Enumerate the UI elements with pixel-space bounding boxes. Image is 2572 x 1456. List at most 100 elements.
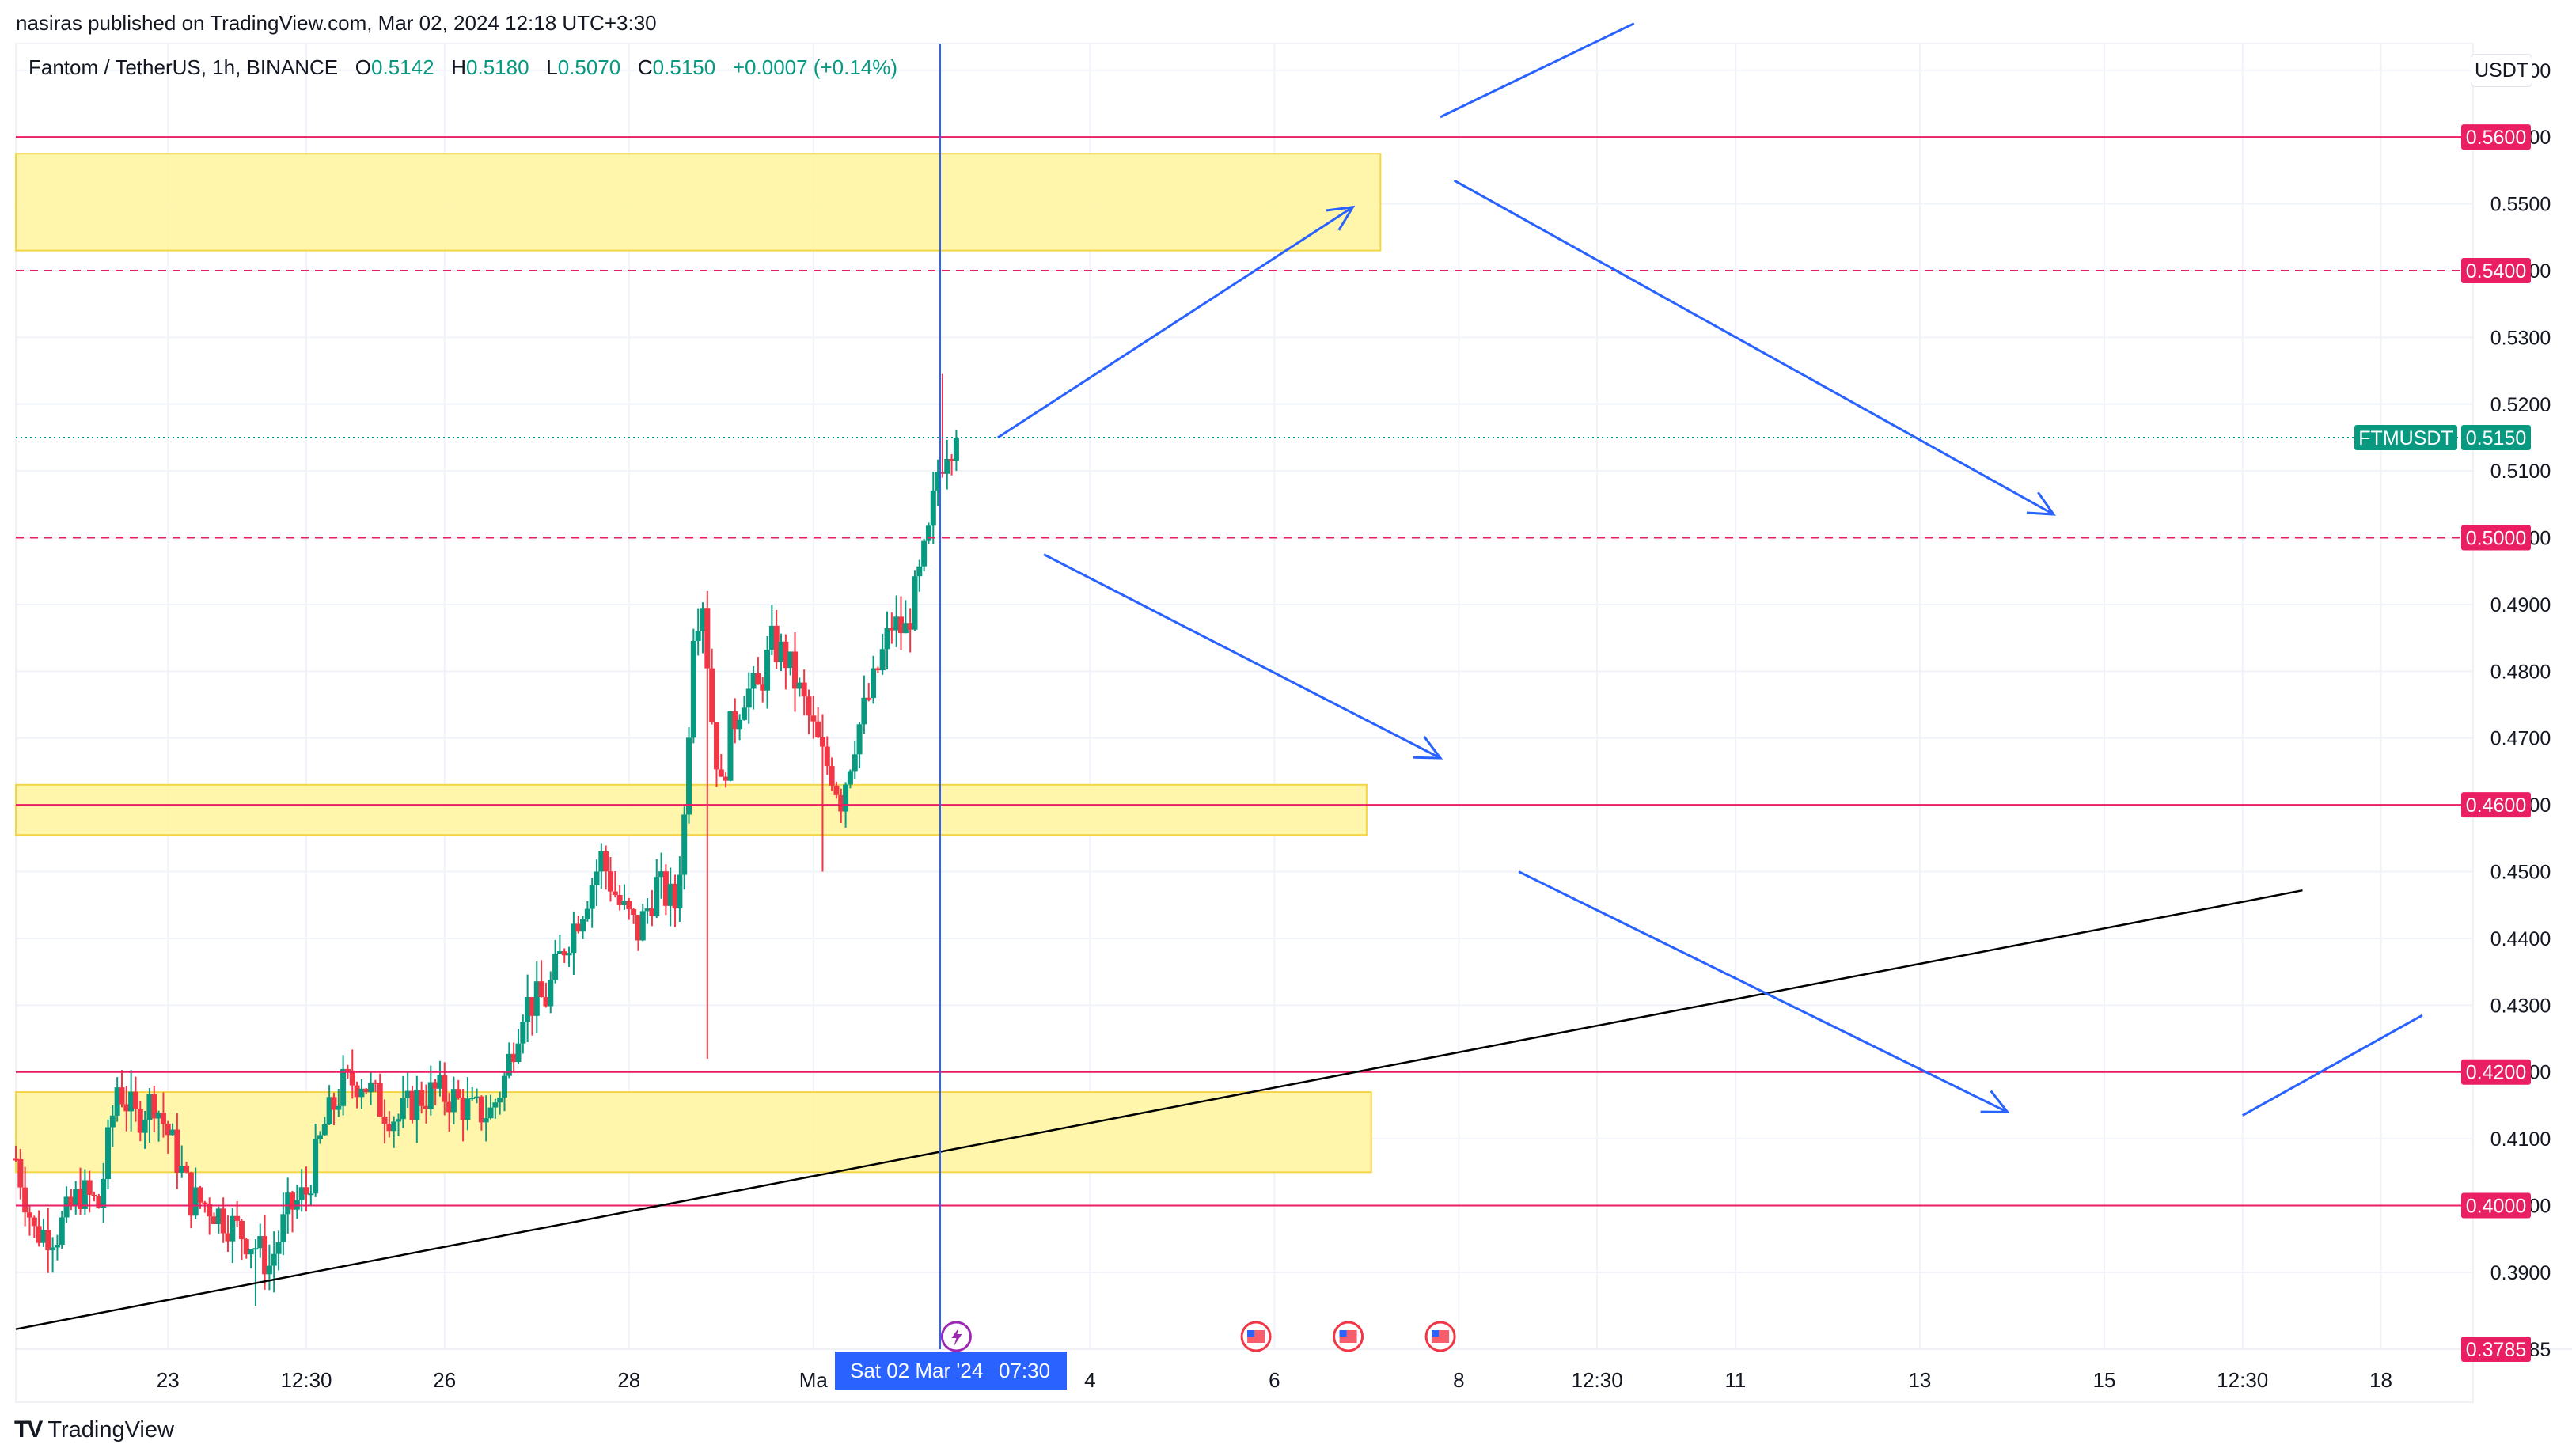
- candle-body: [750, 673, 757, 689]
- high-value: 0.5180: [466, 55, 529, 79]
- candle-body: [672, 883, 678, 909]
- candle-body: [612, 891, 618, 895]
- candle-body: [889, 628, 895, 631]
- candle-body: [838, 794, 844, 812]
- candle-body: [644, 908, 651, 912]
- y-tick-label: 0.4900: [2490, 594, 2551, 616]
- candle-body: [649, 908, 655, 916]
- candle-body: [626, 901, 632, 910]
- candle-body: [455, 1089, 461, 1098]
- candle-body: [700, 608, 706, 631]
- candle-body: [737, 719, 743, 730]
- candle-body: [861, 697, 867, 725]
- candle-body: [146, 1094, 153, 1120]
- lightning-icon: [951, 1328, 962, 1346]
- candle-body: [26, 1212, 32, 1218]
- y-tick-label: 0.5100: [2490, 461, 2551, 483]
- candle-body: [437, 1075, 443, 1089]
- candle-body: [520, 1022, 526, 1044]
- candle-body: [252, 1248, 259, 1250]
- candle-body: [745, 688, 752, 708]
- candle-body: [404, 1090, 411, 1098]
- candle-body: [575, 923, 582, 932]
- candle-body: [119, 1087, 125, 1105]
- x-tick-label: 12:30: [2217, 1368, 2268, 1392]
- candle-body: [54, 1245, 60, 1248]
- candle-body: [704, 608, 711, 669]
- candle-body: [262, 1236, 268, 1275]
- high-label: H: [451, 55, 467, 79]
- currency-button[interactable]: USDT: [2471, 54, 2532, 87]
- candle-body: [723, 776, 729, 781]
- last-price-label: 0.5150: [2466, 427, 2526, 449]
- candle-body: [930, 490, 936, 526]
- low-label: L: [546, 55, 558, 79]
- candle-body: [82, 1180, 88, 1209]
- candle-body: [271, 1253, 277, 1266]
- published-caption: nasiras published on TradingView.com, Ma…: [16, 11, 657, 35]
- candle-body: [487, 1107, 494, 1119]
- candle-body: [151, 1094, 157, 1119]
- candle-body: [13, 1158, 19, 1161]
- price-level-label: 0.5400: [2466, 260, 2526, 282]
- y-tick-label: 0.3900: [2490, 1262, 2551, 1284]
- y-tick-label: 0.5500: [2490, 194, 2551, 216]
- y-tick-label: 0.4800: [2490, 661, 2551, 683]
- candle-body: [86, 1180, 93, 1195]
- candle-body: [73, 1189, 79, 1207]
- candle-body: [806, 696, 812, 716]
- price-level-tag: [2461, 124, 2531, 150]
- candle-body: [465, 1098, 471, 1120]
- candle-body: [308, 1193, 314, 1196]
- candle-body: [197, 1187, 203, 1203]
- candle-body: [45, 1230, 51, 1251]
- candle-body: [631, 909, 637, 916]
- candle-body: [391, 1121, 397, 1132]
- candle-body: [662, 871, 669, 906]
- y-tick-label: 0.4300: [2490, 995, 2551, 1017]
- candle-body: [358, 1088, 365, 1098]
- x-tick-label: 23: [157, 1368, 180, 1392]
- price-level-tag: [2461, 1059, 2531, 1085]
- candle-body: [31, 1217, 37, 1227]
- candle-body: [897, 616, 904, 634]
- candle-body: [101, 1179, 107, 1208]
- candle-body: [344, 1068, 351, 1071]
- candle-body: [123, 1104, 130, 1112]
- candle-body: [230, 1215, 236, 1242]
- price-level-label: 0.4600: [2466, 794, 2526, 817]
- candle-body: [502, 1075, 508, 1098]
- x-tick-label: 8: [1453, 1368, 1464, 1392]
- candle-body: [732, 711, 738, 730]
- price-level-label: 0.3785: [2466, 1339, 2526, 1361]
- candle-body: [17, 1158, 24, 1188]
- candle-body: [584, 908, 590, 919]
- last-price-tag: [2461, 424, 2531, 450]
- candle-body: [492, 1102, 499, 1108]
- candle-body: [874, 668, 881, 671]
- candle-body: [298, 1187, 305, 1200]
- candle-body: [787, 651, 794, 669]
- candle-body: [690, 641, 696, 738]
- candle-body: [368, 1082, 374, 1093]
- flag-canton: [1247, 1330, 1255, 1337]
- candle-body: [78, 1189, 84, 1209]
- supply-demand-zone: [15, 153, 1382, 252]
- candle-body: [68, 1196, 74, 1207]
- candle-body: [916, 566, 923, 577]
- candle-body: [303, 1187, 309, 1195]
- x-tick-label: 26: [433, 1368, 456, 1392]
- candle-body: [142, 1120, 148, 1133]
- x-tick-label: Ma: [799, 1368, 829, 1392]
- candle-body: [727, 711, 734, 781]
- candle-body: [935, 472, 941, 491]
- candle-body: [635, 915, 641, 941]
- tradingview-brand[interactable]: TV TradingView: [14, 1416, 174, 1443]
- candle-body: [165, 1124, 171, 1136]
- price-level-label: 0.4000: [2466, 1196, 2526, 1218]
- candle-body: [556, 951, 563, 954]
- candle-body: [290, 1192, 296, 1210]
- symbol-title: Fantom / TetherUS, 1h, BINANCE: [28, 55, 339, 79]
- candle-body: [953, 437, 959, 461]
